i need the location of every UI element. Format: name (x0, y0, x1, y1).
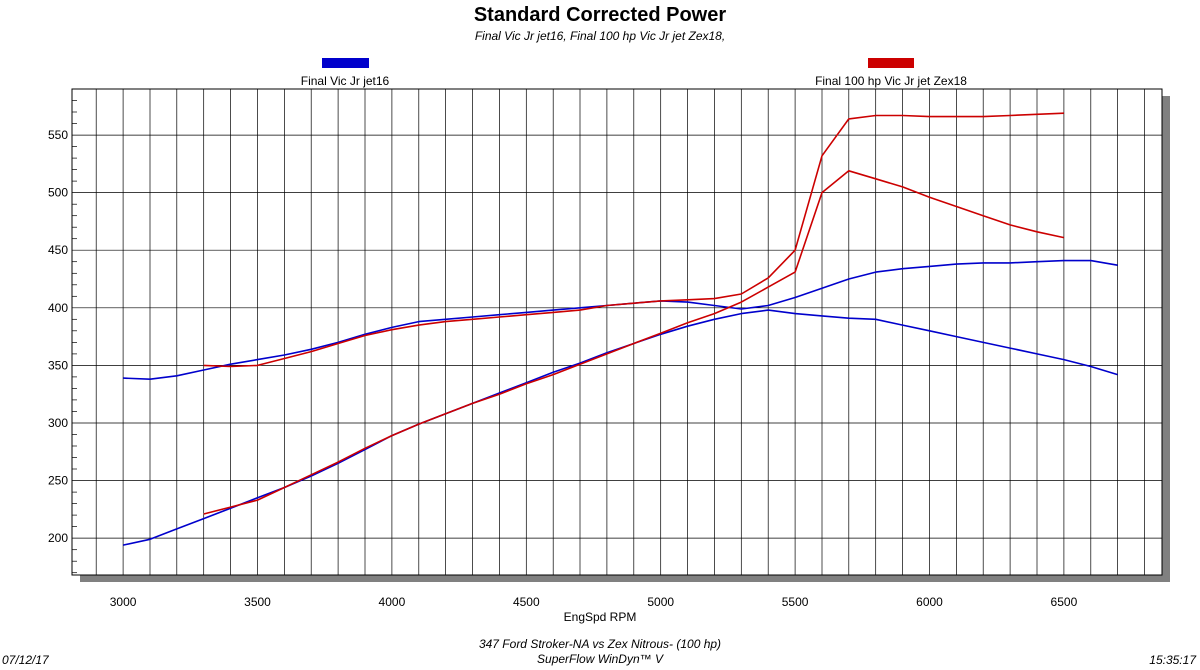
series-line-1-1 (203, 112, 1064, 368)
chart-title: Standard Corrected Power (474, 4, 727, 26)
x-tick-label: 6500 (1051, 595, 1078, 609)
legend-swatch-red (868, 58, 914, 68)
y-tick-label: 450 (48, 243, 68, 257)
x-tick-label: 3000 (110, 595, 137, 609)
y-tick-label: 200 (48, 531, 68, 545)
legend-swatch-blue (322, 58, 369, 68)
plot-area (71, 88, 1163, 576)
y-axis-ticks: 200 250 300 350 400 450 500 550 (48, 128, 68, 545)
y-tick-label: 550 (48, 128, 68, 142)
x-tick-label: 5500 (782, 595, 809, 609)
series-lines (122, 112, 1118, 546)
footer-line-2: SuperFlow WinDyn™ V (537, 652, 664, 666)
y-tick-label: 250 (48, 474, 68, 488)
footer-line-1: 347 Ford Stroker-NA vs Zex Nitrous- (100… (479, 637, 721, 651)
legend-label-blue: Final Vic Jr jet16 (301, 74, 390, 88)
x-tick-label: 4500 (513, 595, 540, 609)
legend: Final Vic Jr jet16 Final 100 hp Vic Jr j… (301, 58, 967, 88)
y-tick-label: 500 (48, 186, 68, 200)
x-tick-label: 3500 (244, 595, 271, 609)
grid (72, 88, 1162, 575)
footer-date: 07/12/17 (2, 653, 50, 667)
footer-time: 15:35:17 (1149, 653, 1197, 667)
y-tick-label: 300 (48, 416, 68, 430)
y-tick-label: 400 (48, 301, 68, 315)
x-axis-ticks: 3000 3500 4000 4500 5000 5500 6000 6500 (110, 595, 1078, 609)
x-axis-label: EngSpd RPM (564, 610, 637, 624)
x-tick-label: 4000 (379, 595, 406, 609)
chart-subtitle: Final Vic Jr jet16, Final 100 hp Vic Jr … (475, 29, 725, 43)
x-tick-label: 6000 (916, 595, 943, 609)
y-tick-label: 350 (48, 358, 68, 372)
legend-label-red: Final 100 hp Vic Jr jet Zex18 (815, 74, 967, 88)
x-tick-label: 5000 (647, 595, 674, 609)
series-line-1-0 (203, 170, 1065, 515)
